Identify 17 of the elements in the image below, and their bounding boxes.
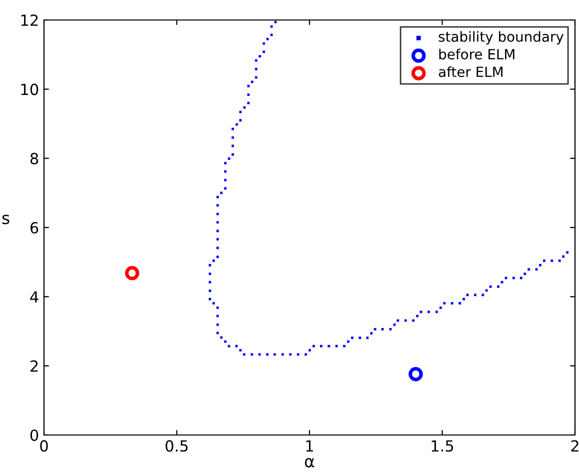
y-axis-title: s xyxy=(2,214,10,224)
x-axis-title: α xyxy=(304,458,314,468)
legend-label: stability boundary xyxy=(438,31,564,45)
x-tick-label: 0.5 xyxy=(166,440,188,452)
y-tick-label: 2 xyxy=(30,360,38,372)
legend-label: after ELM xyxy=(438,66,502,78)
y-tick-label: 10 xyxy=(21,84,38,96)
x-tick-label: 1.5 xyxy=(432,440,454,452)
y-tick-label: 6 xyxy=(30,222,38,234)
x-tick-label: 1 xyxy=(306,440,313,452)
y-tick-label: 12 xyxy=(21,14,38,26)
y-tick-label: 0 xyxy=(30,429,38,442)
legend-label: before ELM xyxy=(439,48,514,60)
y-tick-label: 8 xyxy=(30,152,38,164)
x-tick-label: 2 xyxy=(571,440,578,452)
x-tick-label: 0 xyxy=(40,440,48,452)
y-tick-label: 4 xyxy=(30,291,38,302)
